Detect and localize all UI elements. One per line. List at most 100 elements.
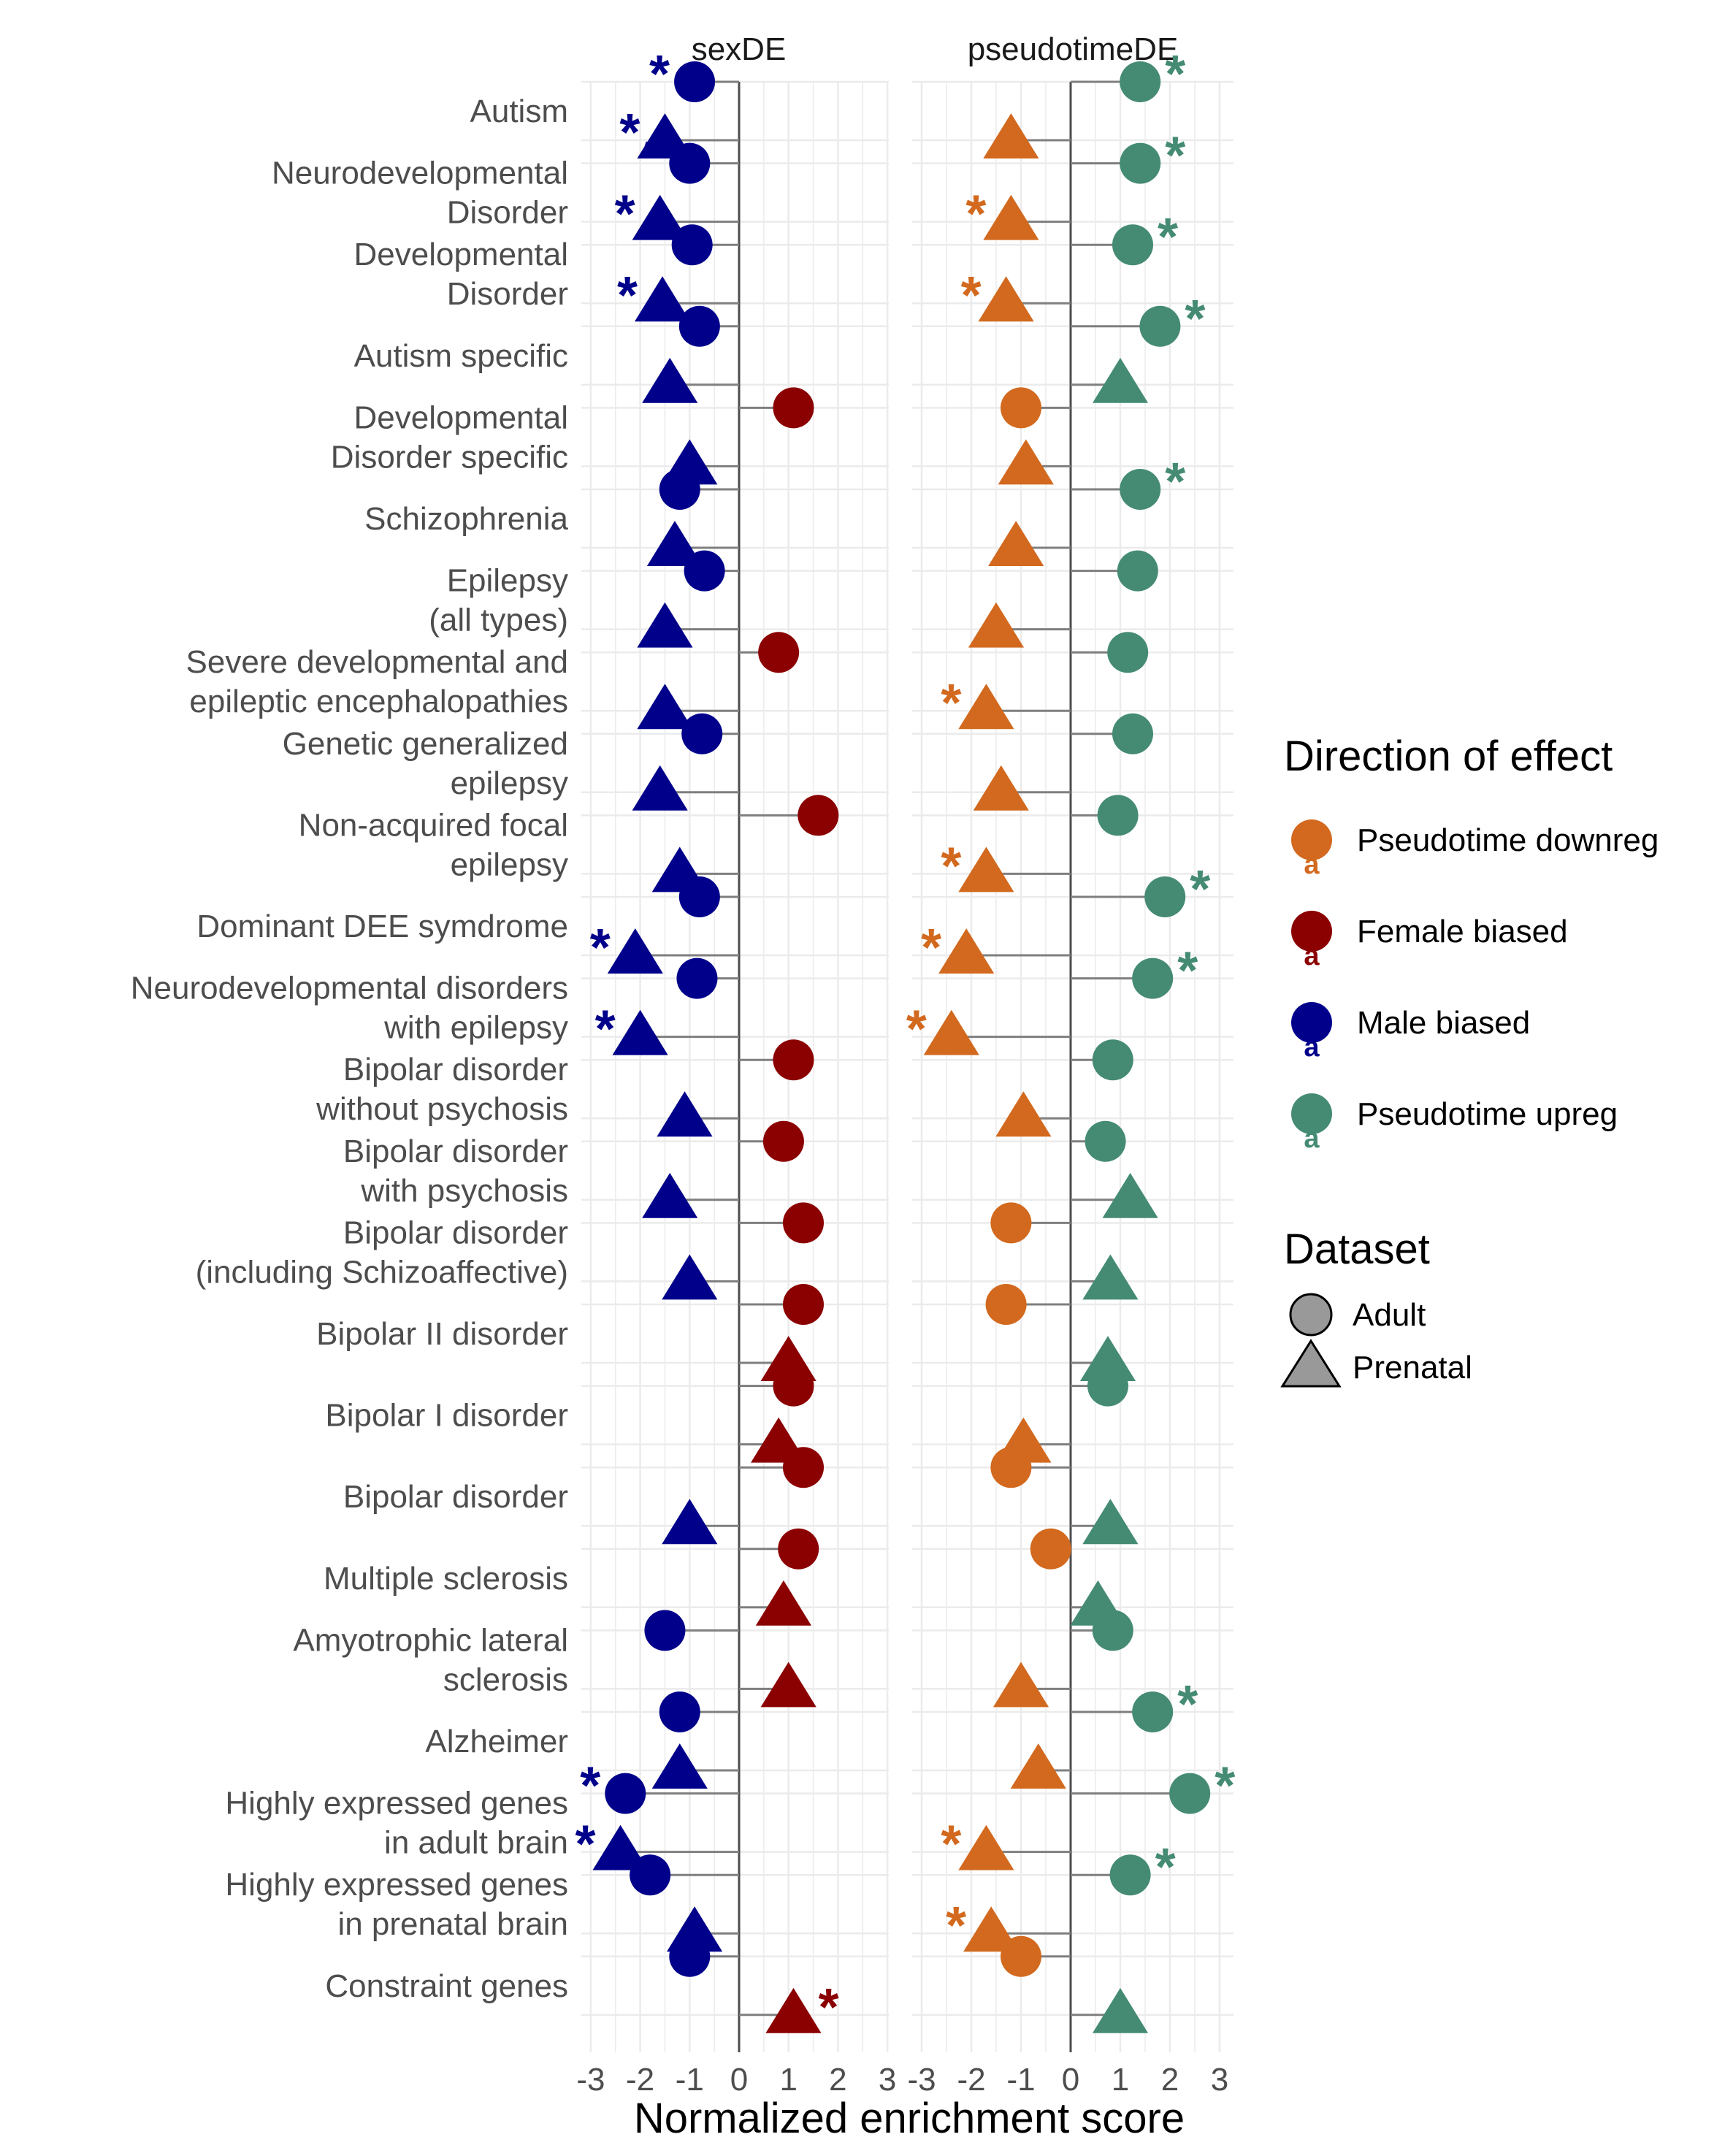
legend-key-circle — [1291, 911, 1332, 952]
panel-strip-label: pseudotimeDE — [968, 31, 1179, 67]
prenatal-point — [646, 521, 703, 566]
category-label: Genetic generalized epilepsy — [283, 726, 568, 801]
x-tick-label: -3 — [907, 2062, 936, 2098]
x-tick-label: 1 — [1112, 2062, 1129, 2098]
adult-point — [644, 1610, 686, 1651]
significance-star: * — [649, 45, 670, 104]
prenatal-point — [973, 765, 1029, 811]
prenatal-point — [968, 602, 1025, 648]
prenatal-point — [632, 194, 688, 240]
category-label: Bipolar disorder — [343, 1479, 568, 1515]
significance-star: * — [1165, 45, 1185, 104]
category-label: Severe developmental and epileptic enceph… — [186, 644, 568, 719]
x-tick-label: 0 — [730, 2062, 748, 2098]
category-label: Bipolar disorder with psychosis — [343, 1134, 568, 1209]
category-label: Neurodevelopmental disorders with epileps… — [131, 971, 568, 1046]
prenatal-point — [612, 1009, 668, 1055]
prenatal-point — [1102, 1172, 1158, 1218]
significance-star: * — [818, 1979, 838, 2037]
category-label: Neurodevelopmental Disorder — [272, 156, 568, 231]
category-label: Alzheimer — [425, 1724, 568, 1759]
adult-point — [1030, 1528, 1071, 1570]
significance-star: * — [1165, 127, 1185, 186]
category-label: Developmental Disorder specific — [331, 400, 568, 475]
legend-key-glyph: a — [1304, 1032, 1320, 1063]
legend-label-direction: Male biased — [1357, 1005, 1530, 1041]
category-label: Schizophrenia — [364, 501, 568, 537]
adult-point — [1109, 1854, 1151, 1896]
category-label: Dominant DEE symdrome — [196, 909, 568, 944]
significance-star: * — [580, 1757, 600, 1816]
adult-point — [1112, 713, 1153, 754]
data-marks: ******************************* — [575, 45, 1235, 2037]
category-label: Autism specific — [354, 338, 568, 374]
legend-label-dataset: Adult — [1353, 1297, 1426, 1333]
x-tick-label: 1 — [779, 2062, 797, 2098]
significance-star: * — [1177, 1675, 1198, 1734]
prenatal-point — [983, 194, 1039, 240]
prenatal-point — [958, 684, 1014, 730]
legend-key-triangle — [1280, 1339, 1342, 1388]
adult-point — [1132, 957, 1174, 999]
adult-point — [783, 1202, 825, 1244]
prenatal-point — [995, 1417, 1052, 1463]
adult-point — [758, 632, 800, 673]
prenatal-point — [760, 1336, 816, 1381]
significance-star: * — [595, 1001, 616, 1059]
adult-point — [676, 957, 718, 999]
category-label: Bipolar disorder (including Schizoaffecti… — [196, 1215, 568, 1290]
prenatal-point — [662, 1499, 718, 1545]
prenatal-point — [988, 521, 1044, 566]
significance-star: * — [575, 1816, 595, 1874]
x-axis-title: Normalized enrichment score — [634, 2095, 1185, 2142]
prenatal-point — [958, 846, 1014, 892]
adult-point — [773, 387, 814, 429]
significance-star: * — [941, 1816, 961, 1874]
prenatal-point — [592, 1824, 649, 1870]
x-tick-label: 3 — [879, 2062, 896, 2098]
prenatal-point — [995, 1091, 1052, 1137]
significance-star: * — [961, 267, 982, 325]
panel-strip-labels: sexDE pseudotimeDE — [692, 31, 1179, 67]
legend-title-dataset: Dataset — [1284, 1226, 1430, 1273]
adult-point — [778, 1528, 819, 1570]
significance-star: * — [619, 104, 640, 162]
x-tick-label: -1 — [1006, 2062, 1035, 2098]
prenatal-point — [637, 113, 693, 158]
significance-star: * — [1185, 290, 1205, 348]
significance-star: * — [1158, 208, 1178, 267]
prenatal-point — [637, 602, 693, 648]
legend-title-direction: Direction of effect — [1284, 733, 1613, 780]
legend-key-glyph: a — [1304, 941, 1320, 971]
category-label: Bipolar II disorder — [316, 1316, 568, 1352]
significance-star: * — [615, 186, 635, 244]
prenatal-point — [662, 439, 718, 485]
category-label: Autism — [470, 93, 568, 129]
adult-point — [1144, 876, 1186, 917]
adult-point — [605, 1773, 646, 1814]
prenatal-point — [607, 928, 663, 974]
prenatal-point — [637, 684, 693, 730]
adult-point — [762, 1120, 804, 1162]
significance-star: * — [590, 919, 611, 977]
prenatal-point — [662, 1254, 718, 1300]
panel-strip-label: sexDE — [692, 31, 787, 67]
significance-star: * — [617, 267, 638, 325]
significance-star: * — [946, 1897, 966, 1955]
adult-point — [1117, 550, 1158, 592]
x-tick-label: 3 — [1211, 2062, 1228, 2098]
prenatal-point — [1082, 1254, 1139, 1300]
adult-point — [1120, 142, 1161, 184]
category-label: Highly expressed genes in adult brain — [225, 1786, 568, 1861]
adult-point — [678, 305, 720, 347]
adult-point — [773, 1039, 814, 1081]
x-tick-label: 2 — [1161, 2062, 1179, 2098]
category-label: Bipolar I disorder — [325, 1398, 568, 1434]
prenatal-point — [760, 1662, 816, 1708]
significance-star: * — [965, 186, 986, 244]
category-label: Epilepsy (all types) — [429, 563, 568, 638]
prenatal-point — [938, 928, 995, 974]
significance-star: * — [941, 837, 961, 895]
prenatal-point — [751, 1417, 807, 1463]
